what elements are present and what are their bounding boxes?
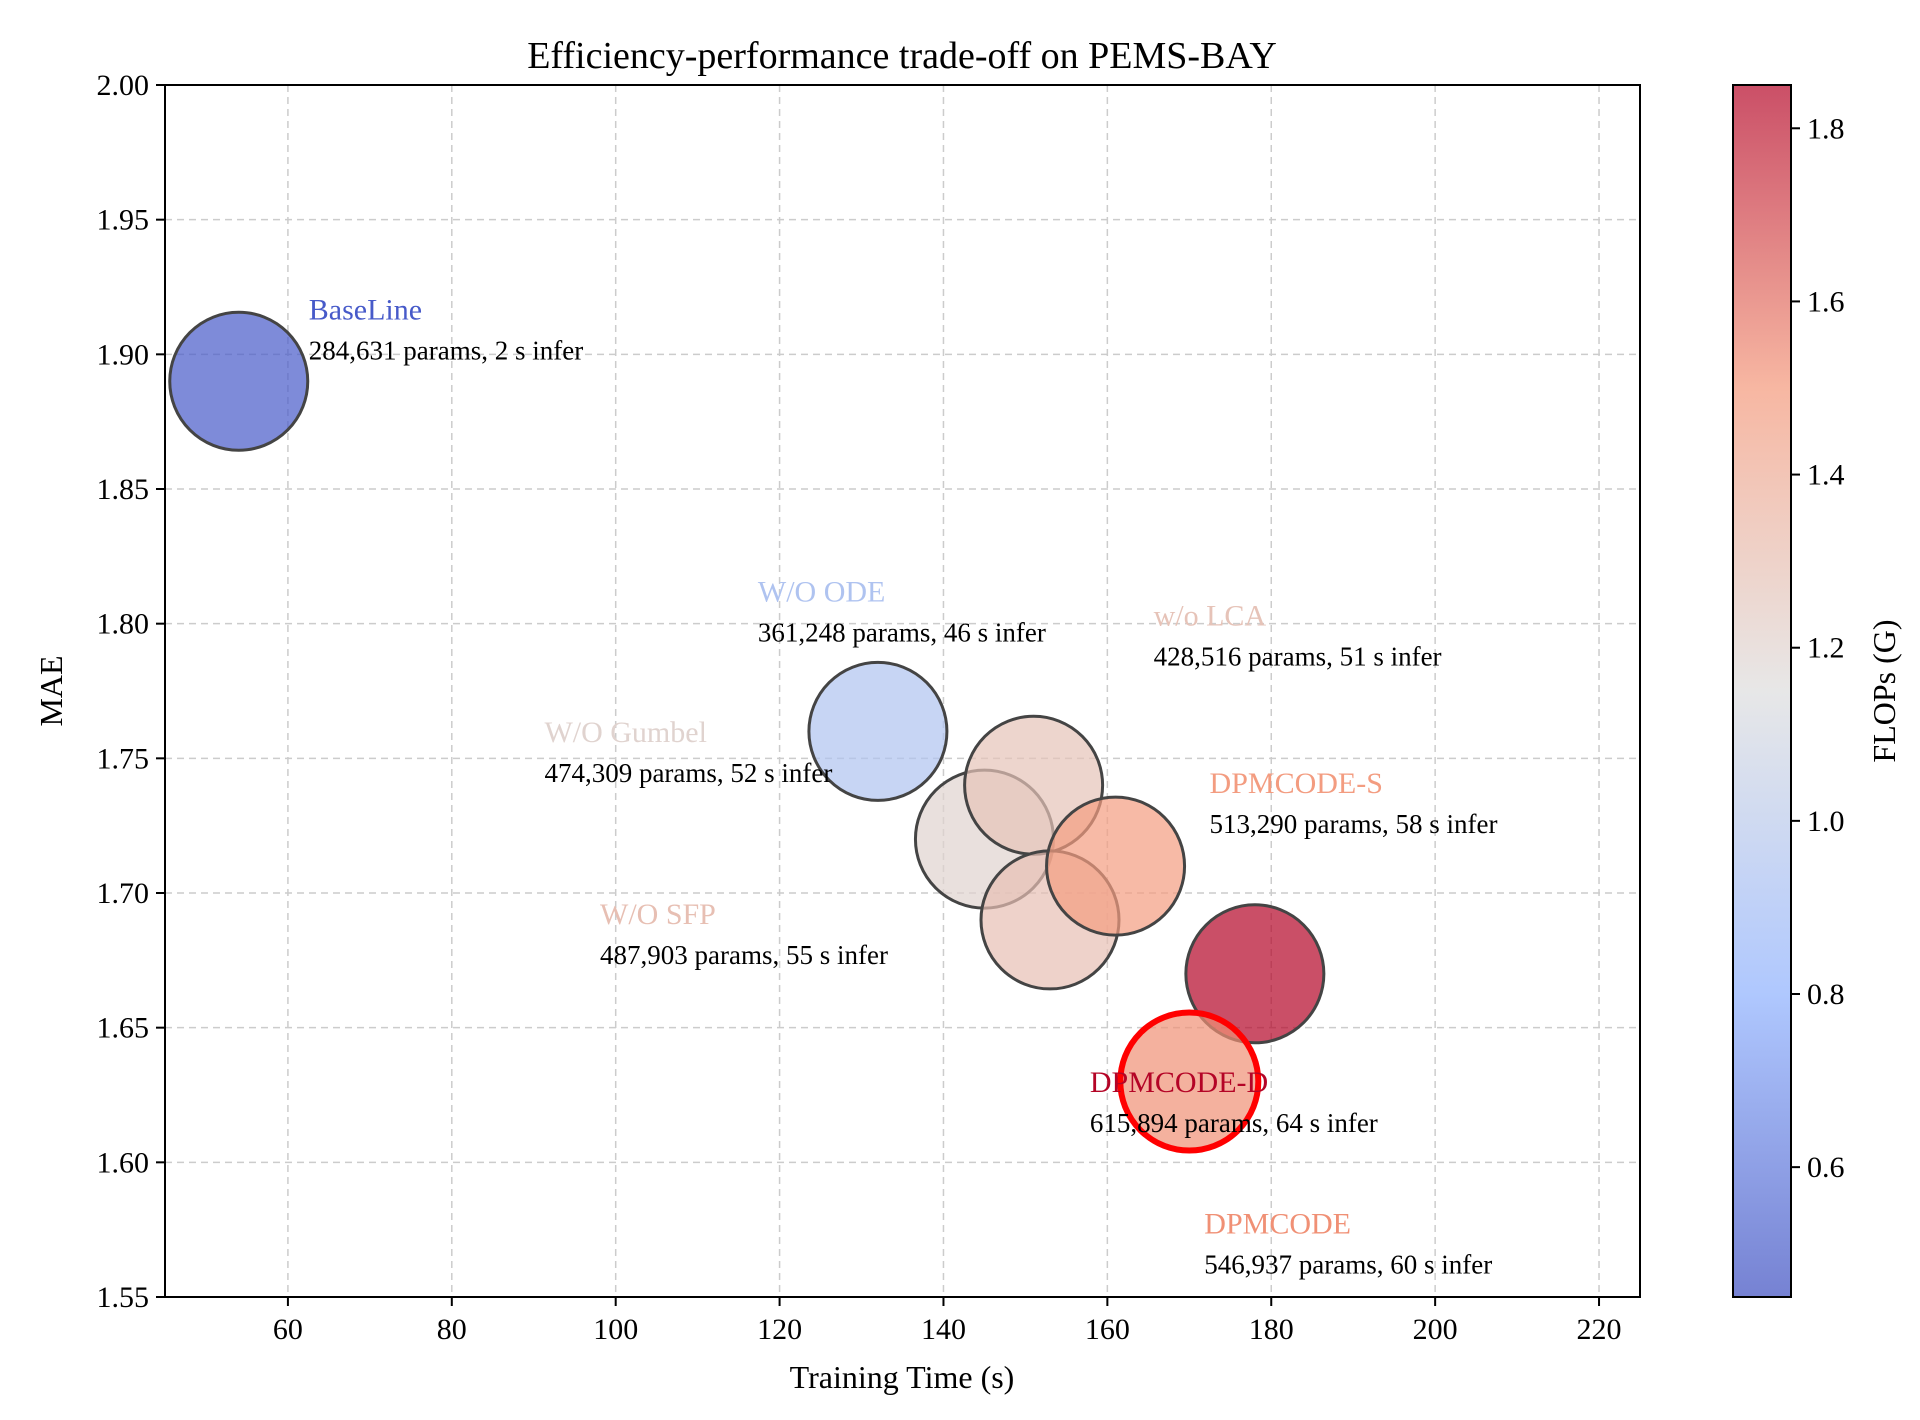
point-detail: 361,248 params, 46 s infer <box>758 617 1046 647</box>
point-detail: 615,894 params, 64 s infer <box>1090 1108 1378 1138</box>
y-tick-label: 1.80 <box>97 608 150 641</box>
point-label: W/O SFP <box>600 898 716 931</box>
bubble-dpmcode <box>1117 1009 1262 1154</box>
point-label: W/O Gumbel <box>544 716 706 749</box>
point-label: DPMCODE <box>1204 1208 1351 1241</box>
y-tick-label: 1.60 <box>97 1146 150 1179</box>
point-label: W/O ODE <box>758 575 885 608</box>
point-detail: 513,290 params, 58 s infer <box>1210 809 1498 839</box>
colorbar-tick-label: 1.6 <box>1807 285 1845 318</box>
label-layer: BaseLine 284,631 params, 2 s infer W/O ODE… <box>309 293 1498 1279</box>
bubble-dpmcode-s <box>1045 795 1187 937</box>
point-label: DPMCODE-S <box>1210 767 1383 800</box>
chart-title: Efficiency-performance trade-off on PEMS… <box>527 35 1277 77</box>
colorbar-fill <box>1733 85 1791 1297</box>
y-tick-label: 1.70 <box>97 877 150 910</box>
colorbar-tick-label: 1.0 <box>1807 805 1845 838</box>
bubble-layer <box>168 310 1326 1154</box>
colorbar-label: FLOPs (G) <box>1866 619 1902 762</box>
colorbar-tick-label: 1.2 <box>1807 632 1845 665</box>
x-tick-label: 100 <box>593 1313 638 1346</box>
point-label: BaseLine <box>309 293 422 326</box>
y-tick-label: 1.75 <box>97 742 150 775</box>
bubble-baseline <box>168 310 310 452</box>
point-detail: 487,903 params, 55 s infer <box>600 940 888 970</box>
colorbar-tick-label: 0.6 <box>1807 1151 1845 1184</box>
colorbar-tick-label: 1.4 <box>1807 459 1845 492</box>
y-axis-label: MAE <box>33 655 69 726</box>
y-tick-label: 2.00 <box>97 69 150 102</box>
x-tick-label: 120 <box>757 1313 802 1346</box>
x-tick-label: 160 <box>1085 1313 1130 1346</box>
point-detail: 546,937 params, 60 s infer <box>1204 1250 1492 1280</box>
plot-frame <box>164 84 1641 1298</box>
point-label: w/o LCA <box>1154 599 1267 632</box>
colorbar-frame <box>1732 84 1792 1298</box>
x-tick-label: 80 <box>437 1313 467 1346</box>
y-tick-label: 1.55 <box>97 1281 150 1314</box>
x-tick-label: 220 <box>1577 1313 1622 1346</box>
point-label: DPMCODE-D <box>1090 1066 1268 1099</box>
y-tick-label: 1.65 <box>97 1012 150 1045</box>
point-detail: 474,309 params, 52 s infer <box>544 758 832 788</box>
x-tick-label: 60 <box>273 1313 303 1346</box>
colorbar-tick-label: 0.8 <box>1807 978 1845 1011</box>
y-tick-label: 1.90 <box>97 338 150 371</box>
grid-lines <box>165 84 1640 1298</box>
colorbar: 0.6 0.8 1.0 1.2 1.4 1.6 1.8 <box>1732 84 1845 1298</box>
x-tick-label: 140 <box>921 1313 966 1346</box>
point-detail: 428,516 params, 51 s infer <box>1154 641 1442 671</box>
axes: 60 80 100 120 140 160 180 200 220 1.55 1.60 1.65 1.7… <box>97 69 1622 1346</box>
x-tick-label: 200 <box>1413 1313 1458 1346</box>
bubble-w-o-ode <box>807 660 949 802</box>
point-detail: 284,631 params, 2 s infer <box>309 335 583 365</box>
y-tick-label: 1.85 <box>97 473 150 506</box>
colorbar-tick-label: 1.8 <box>1807 112 1845 145</box>
x-axis-label: Training Time (s) <box>790 1359 1015 1395</box>
bubble-dpmcode-d <box>1184 903 1326 1045</box>
y-tick-label: 1.95 <box>97 204 150 237</box>
x-tick-label: 180 <box>1249 1313 1294 1346</box>
